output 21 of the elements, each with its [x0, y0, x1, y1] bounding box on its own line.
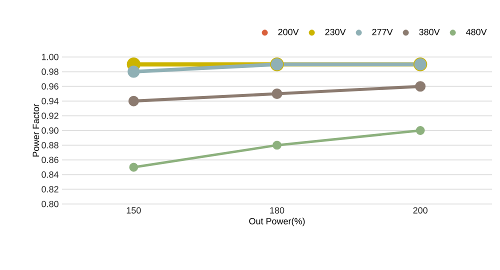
legend-label: 277V: [372, 28, 393, 36]
y-tick-label: 0.96: [42, 83, 58, 90]
y-tick-label: 0.88: [42, 142, 58, 148]
x-tick-label: 180: [270, 207, 284, 214]
y-tick-label: 0.80: [42, 200, 58, 208]
x-tick-label: 150: [126, 207, 141, 214]
legend-label: 200V: [278, 28, 299, 36]
y-tick-label: 0.92: [42, 112, 58, 119]
x-axis-title: Out Power(%): [249, 218, 305, 226]
y-axis-title: Power Factor: [32, 104, 40, 157]
y-tick-label: 0.98: [42, 68, 58, 75]
y-tick-label: 0.84: [42, 171, 59, 178]
y-tick-label: 1.00: [42, 54, 58, 60]
y-tick-label: 0.94: [42, 98, 59, 104]
legend-label: 480V: [466, 28, 487, 36]
legend-label: 230V: [325, 28, 346, 36]
y-tick-label: 0.82: [42, 186, 58, 192]
x-tick-label: 200: [413, 207, 428, 214]
y-tick-label: 0.86: [42, 156, 58, 164]
legend-label: 380V: [419, 28, 440, 36]
y-tick-label: 0.90: [42, 127, 58, 134]
